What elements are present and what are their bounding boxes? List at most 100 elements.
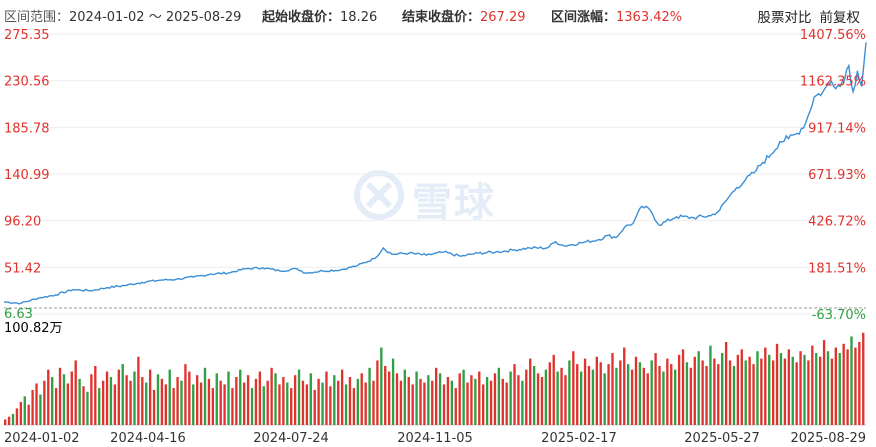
- volume-bar: [811, 345, 814, 425]
- volume-bar: [834, 347, 837, 425]
- volume-bar: [117, 369, 120, 425]
- volume-bar: [626, 364, 630, 425]
- volume-bar: [787, 349, 790, 425]
- volume-bar: [380, 347, 383, 425]
- volume-bar: [297, 369, 301, 425]
- forward-adjust-link[interactable]: 前复权: [819, 10, 861, 26]
- volume-bar: [556, 371, 559, 425]
- volume-bar: [258, 371, 262, 425]
- volume-bar: [43, 380, 46, 425]
- date-tick-label: 2024-04-16: [110, 431, 186, 446]
- volume-bar: [858, 341, 861, 425]
- volume-bar: [536, 373, 540, 425]
- volume-bar: [744, 360, 747, 425]
- volume-bar: [250, 388, 254, 425]
- start-price-group: 起始收盘价：18.26: [262, 6, 377, 25]
- volume-bar: [293, 375, 297, 425]
- volume-bar: [290, 388, 293, 425]
- volume-bar: [51, 377, 54, 425]
- volume-bar: [391, 358, 395, 425]
- volume-bar: [771, 360, 775, 425]
- volume-bar: [752, 364, 755, 425]
- volume-bar: [39, 394, 42, 425]
- price-tick-label: 275.35: [4, 28, 50, 43]
- volume-bar: [740, 349, 743, 425]
- volume-bar: [662, 371, 665, 425]
- volume-bar: [462, 369, 465, 425]
- volume-bar: [674, 369, 677, 425]
- stock-compare-link[interactable]: 股票对比: [757, 10, 812, 26]
- volume-bar: [697, 351, 700, 425]
- volume-bar: [47, 369, 50, 425]
- volume-bar: [474, 378, 477, 425]
- volume-bar: [121, 364, 124, 425]
- volume-bar: [838, 353, 841, 425]
- volume-bar: [724, 341, 728, 425]
- change-value: 1363.42%: [616, 10, 683, 25]
- volume-bar: [611, 353, 614, 425]
- volume-bar: [497, 367, 501, 425]
- volume-bar: [223, 384, 226, 425]
- percent-tick-label: 181.51%: [808, 261, 866, 276]
- volume-bar: [478, 371, 481, 425]
- percent-tick-label: 1407.56%: [800, 28, 866, 43]
- volume-bar: [278, 384, 281, 425]
- volume-bar: [176, 377, 179, 425]
- volume-bar: [435, 367, 438, 425]
- volume-bar: [137, 356, 140, 425]
- percent-tick-label: 671.93%: [808, 168, 866, 183]
- percent-tick-label: 1162.35%: [800, 75, 866, 90]
- start-price-value: 18.26: [340, 10, 378, 25]
- volume-bar: [791, 356, 794, 425]
- volume-bar: [818, 356, 822, 425]
- volume-bar: [66, 383, 70, 425]
- volume-bar: [638, 362, 642, 425]
- volume-bar: [301, 380, 305, 425]
- date-tick-label: 2024-07-24: [253, 431, 329, 446]
- volume-bar: [693, 356, 696, 425]
- volume-bar: [642, 367, 646, 425]
- volume-bar: [368, 367, 371, 425]
- volume-bar: [239, 369, 242, 425]
- volume-bar: [807, 360, 810, 425]
- volume-bar: [607, 364, 610, 425]
- volume-bar: [395, 373, 399, 425]
- volume-bar: [709, 345, 712, 425]
- volume-bar: [591, 369, 595, 425]
- volume-bar: [254, 378, 258, 425]
- volume-bar: [521, 380, 524, 425]
- volume-bar: [7, 416, 11, 425]
- volume-bar: [274, 373, 277, 425]
- volume-bar: [775, 343, 779, 425]
- volume-bar: [35, 383, 38, 425]
- volume-bar: [583, 358, 587, 425]
- volume-bar: [376, 360, 379, 425]
- volume-bar: [681, 349, 685, 425]
- volume-bar: [78, 378, 81, 425]
- volume-bar: [423, 382, 426, 425]
- range-value: 2024-01-02 ～ 2025-08-29: [69, 10, 242, 25]
- volume-bar: [779, 353, 783, 425]
- volume-bar: [387, 371, 391, 425]
- volume-bar: [168, 369, 171, 425]
- date-tick-label: 2025-05-27: [684, 431, 760, 446]
- volume-bar: [525, 369, 528, 425]
- volume-bar: [180, 380, 183, 425]
- volume-bar: [670, 364, 673, 425]
- volume-bar: [74, 360, 77, 425]
- volume-bar: [101, 380, 105, 425]
- volume-bar: [815, 353, 818, 425]
- price-tick-label: 6.63: [4, 307, 33, 322]
- change-label: 区间涨幅：: [551, 10, 617, 25]
- volume-bar: [552, 354, 555, 425]
- date-tick-label: 2024-11-05: [397, 431, 473, 446]
- volume-bar: [317, 378, 320, 425]
- volume-bar: [795, 362, 798, 425]
- volume-bar: [768, 354, 771, 425]
- volume-bar: [454, 388, 457, 425]
- end-price-value: 267.29: [480, 10, 526, 25]
- volume-bar: [760, 358, 763, 425]
- volume-bar: [246, 375, 250, 425]
- volume-bar: [184, 364, 187, 425]
